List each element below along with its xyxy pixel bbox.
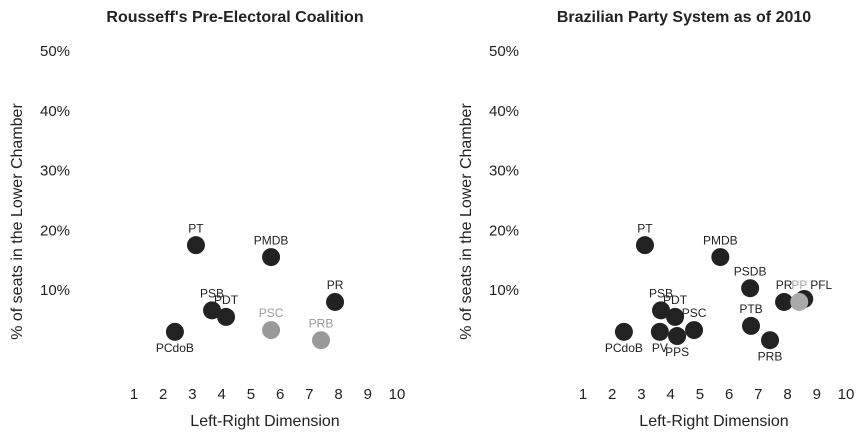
x-tick-label: 5 [696,386,704,403]
point-label: PR [776,278,793,292]
x-tick-label: 4 [217,386,225,403]
x-tick-label: 9 [813,386,821,403]
point-label: PMDB [703,233,738,247]
point-label: PSB [649,287,673,301]
point [262,248,281,267]
y-axis-label: % of seats in the Lower Chamber [9,103,26,340]
x-tick-label: 5 [247,386,255,403]
point-label: PDT [663,293,688,307]
point [711,248,730,267]
point-label: PFL [810,278,832,292]
x-axis-label: Left-Right Dimension [190,413,339,430]
point [685,321,704,340]
point-label: PRB [309,316,334,330]
x-tick-label: 6 [276,386,284,403]
y-tick-label: 30% [489,163,519,180]
point [326,292,345,311]
point [650,322,669,341]
x-tick-label: 2 [608,386,616,403]
point [203,301,222,320]
y-tick-label: 20% [489,222,519,239]
x-tick-label: 10 [838,386,855,403]
point [742,316,761,335]
y-tick-label: 20% [40,222,70,239]
point-label: PSDB [734,264,767,278]
point-label: PV [652,341,668,355]
point-label: PMDB [254,233,289,247]
point-label: PSB [200,287,224,301]
point-label: PT [188,221,204,235]
point-label: PCdoB [605,341,643,355]
chart-title: Rousseff's Pre-Electoral Coalition [106,9,363,26]
x-tick-label: 3 [188,386,196,403]
point-label: PRB [758,349,783,363]
x-tick-label: 2 [159,386,167,403]
point-label: PCdoB [156,341,194,355]
y-tick-label: 10% [40,282,70,299]
point [312,331,331,350]
point-label: PR [327,278,344,292]
x-tick-label: 7 [754,386,762,403]
point [761,331,780,350]
chart-title: Brazilian Party System as of 2010 [557,9,811,26]
x-tick-label: 4 [666,386,674,403]
x-tick-label: 8 [783,386,791,403]
point [741,279,760,298]
point-label: PTB [739,302,762,316]
x-tick-label: 10 [389,386,406,403]
x-tick-label: 7 [305,386,313,403]
y-tick-label: 40% [489,103,519,120]
x-tick-label: 8 [334,386,342,403]
y-tick-label: 40% [40,103,70,120]
point-label: PDT [214,293,239,307]
point [186,236,205,255]
y-tick-label: 10% [489,282,519,299]
x-tick-label: 3 [637,386,645,403]
point [666,307,685,326]
x-tick-label: 1 [579,386,587,403]
point-label: PSC [259,306,284,320]
point [668,327,687,346]
point-label: PP [791,278,807,292]
point [790,292,809,311]
point-label: PT [637,221,653,235]
y-axis-label: % of seats in the Lower Chamber [458,103,475,340]
point-label: PSC [682,306,707,320]
x-tick-label: 6 [725,386,733,403]
point [262,321,281,340]
y-tick-label: 30% [40,163,70,180]
y-tick-label: 50% [40,43,70,60]
point [775,292,794,311]
point [165,322,184,341]
point-label: PPS [665,345,689,359]
point [217,307,236,326]
x-tick-label: 9 [364,386,372,403]
x-axis-label: Left-Right Dimension [639,413,788,430]
x-tick-label: 1 [130,386,138,403]
point [635,236,654,255]
y-tick-label: 50% [489,43,519,60]
point [652,301,671,320]
point [614,322,633,341]
